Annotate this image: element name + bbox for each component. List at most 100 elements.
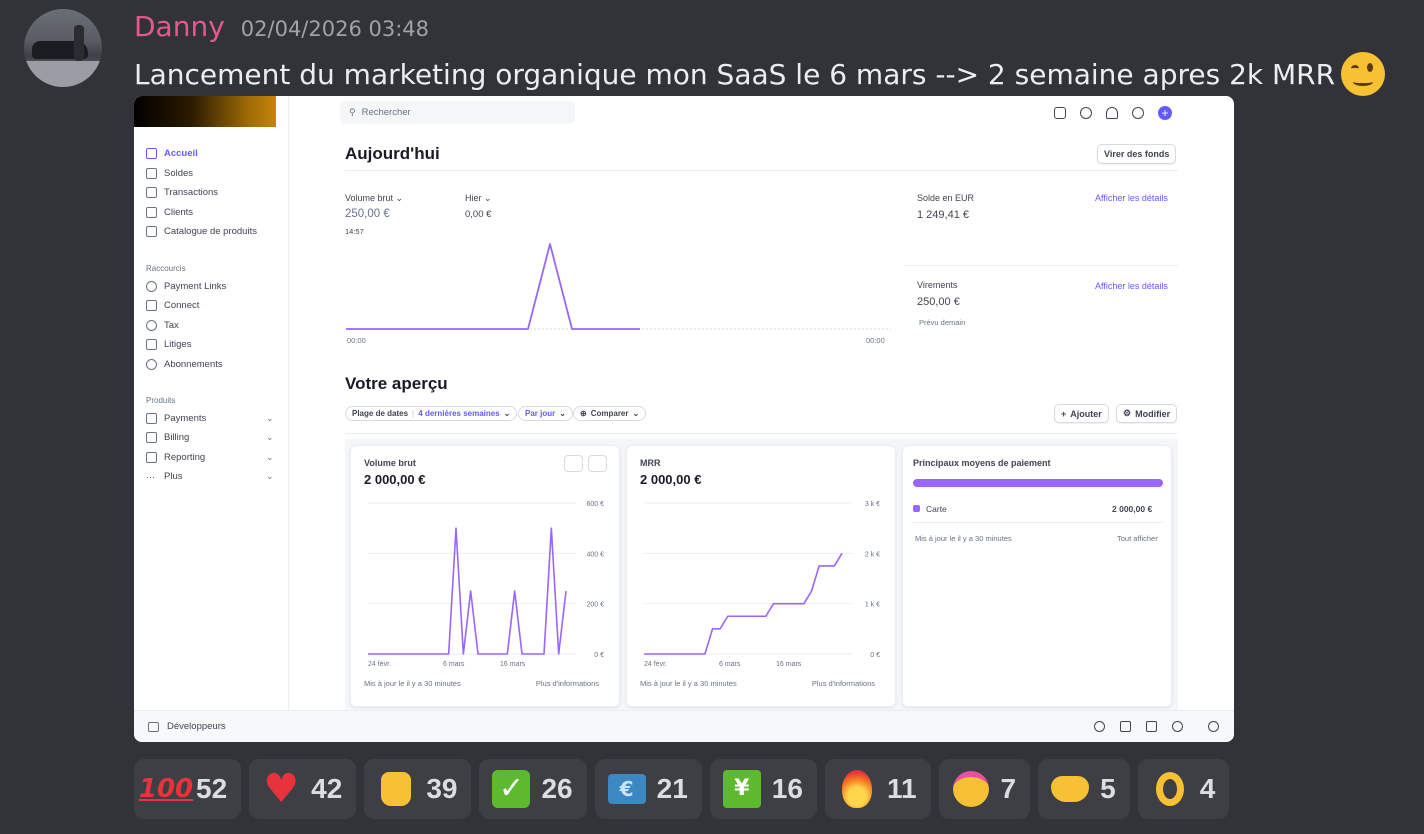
sidebar-item-label: Accueil [164, 148, 198, 159]
reaction-party[interactable]: 7 [938, 759, 1031, 819]
share-icon[interactable] [564, 455, 583, 472]
clock-icon [146, 320, 157, 331]
explore-icon[interactable] [588, 455, 607, 472]
username[interactable]: Danny [134, 10, 225, 43]
sidebar-item-clients[interactable]: Clients [146, 207, 193, 218]
sidebar: Accueil Soldes Transactions Clients Cata… [134, 96, 289, 710]
add-icon[interactable]: + [1158, 106, 1172, 120]
add-label: Ajouter [1070, 408, 1102, 419]
developers-label: Développeurs [167, 721, 226, 732]
interval-value: Par jour [525, 409, 556, 418]
attachment-image[interactable]: Accueil Soldes Transactions Clients Cata… [134, 96, 1234, 742]
y-tick-label: 200 € [586, 602, 604, 609]
gear-icon[interactable] [1132, 107, 1144, 119]
reaction-heart-hands[interactable]: 5 [1038, 759, 1130, 819]
sidebar-item-plus[interactable]: ··· Plus ⌄ [146, 471, 281, 482]
message-header: Danny 02/04/2026 03:48 [134, 10, 429, 44]
developers-bar[interactable]: Développeurs [134, 710, 1234, 742]
series-line [368, 527, 567, 655]
sidebar-item-transactions[interactable]: Transactions [146, 187, 218, 198]
edit-button[interactable]: ⚙ Modifier [1116, 404, 1178, 423]
payouts-details-link[interactable]: Afficher les détails [1095, 281, 1168, 291]
gross-volume-card[interactable]: Volume brut 2 000,00 € 600 € 400 € 200 € 0 … [350, 445, 620, 707]
sidebar-item-litiges[interactable]: Litiges [146, 339, 191, 350]
card-footer: Mis à jour le il y a 30 minutes [640, 679, 737, 688]
card-title: MRR [640, 458, 661, 468]
chevron-down-icon: ⌄ [559, 409, 566, 418]
help-icon[interactable] [1080, 107, 1092, 119]
card-value: 2 000,00 € [640, 472, 702, 487]
yesterday-value: 0,00 € [465, 209, 492, 220]
add-widget-button[interactable]: + Ajouter [1054, 404, 1109, 423]
view-all-link[interactable]: Tout afficher [1117, 534, 1158, 543]
yesterday-select[interactable]: Hier ⌄ [465, 193, 492, 203]
reaction-check[interactable]: ✓ 26 [479, 759, 587, 819]
card-title: Principaux moyens de paiement [913, 458, 1051, 468]
reaction-count: 26 [541, 773, 573, 804]
reaction-ok-hand[interactable]: 4 [1137, 759, 1230, 819]
sidebar-item-connect[interactable]: Connect [146, 300, 199, 311]
reaction-yen-chart[interactable]: ¥16 [709, 759, 817, 819]
today-axis-start: 00:00 [347, 336, 366, 345]
gross-volume-chart: 600 € 400 € 200 € 0 € 24 févr. 6 mars 16 mars [368, 501, 604, 668]
reaction-fire[interactable]: 11 [824, 759, 931, 819]
sidebar-item-reporting[interactable]: Reporting ⌄ [146, 452, 281, 463]
section-produits: Produits [146, 396, 176, 405]
gross-volume-select[interactable]: Volume brut ⌄ [345, 193, 404, 203]
mrr-card[interactable]: MRR 2 000,00 € 3 k € 2 k € 1 k € 0 € 24 févr… [626, 445, 896, 707]
sidebar-item-soldes[interactable]: Soldes [146, 168, 193, 179]
x-tick-label: 16 mars [500, 661, 526, 668]
partying-face-icon [951, 769, 991, 809]
series-line [346, 243, 640, 330]
divider [345, 433, 1178, 434]
x-tick-label: 24 févr. [368, 661, 391, 668]
reactions-bar: 100 52 ♥ 42 39 ✓ 26 €21 ¥16 11 7 5 4 [134, 759, 1230, 819]
sidebar-item-accueil[interactable]: Accueil [146, 148, 198, 159]
reaction-count: 7 [1000, 773, 1017, 804]
reaction-euro[interactable]: €21 [594, 759, 702, 819]
bell-icon[interactable] [1106, 107, 1118, 119]
reaction-thumbsup[interactable]: 39 [364, 759, 472, 819]
chevron-down-icon: ⌄ [632, 409, 640, 418]
today-title: Aujourd'hui [345, 144, 440, 163]
transfer-icon [146, 187, 157, 198]
sort-icon[interactable] [1146, 721, 1157, 732]
transfer-funds-button[interactable]: Virer des fonds [1097, 144, 1177, 164]
reaction-count: 4 [1199, 773, 1216, 804]
sidebar-item-label: Catalogue de produits [164, 226, 257, 237]
home-icon [146, 148, 157, 159]
reaction-count: 21 [656, 773, 688, 804]
avatar[interactable] [24, 9, 102, 87]
payouts-note: Prévu demain [919, 318, 966, 327]
interval-filter[interactable]: Par jour ⌄ [518, 406, 573, 421]
reaction-count: 42 [311, 773, 343, 804]
warning-icon[interactable] [1120, 721, 1131, 732]
binoculars-icon[interactable] [1094, 721, 1105, 732]
sidebar-item-tax[interactable]: Tax [146, 320, 179, 331]
more-info-link[interactable]: Plus d'informations [811, 679, 875, 688]
divider [345, 170, 1178, 171]
apps-icon[interactable] [1054, 107, 1066, 119]
chevron-down-icon: ⌄ [266, 413, 274, 423]
gross-volume-time: 14:57 [345, 227, 364, 236]
compare-filter[interactable]: ⊕ Comparer ⌄ [573, 406, 647, 421]
sidebar-item-abonnements[interactable]: Abonnements [146, 359, 223, 370]
sidebar-item-catalogue[interactable]: Catalogue de produits [146, 226, 257, 237]
sidebar-item-billing[interactable]: Billing ⌄ [146, 432, 281, 443]
date-range-filter[interactable]: Plage de dates | 4 dernières semaines ⌄ [345, 406, 518, 421]
hundred-points-icon: 100 [138, 774, 194, 804]
reaction-100[interactable]: 100 52 [134, 759, 242, 819]
reaction-count: 39 [426, 773, 458, 804]
mrr-chart: 3 k € 2 k € 1 k € 0 € 24 févr. 6 mars 16 mars [644, 501, 880, 668]
search-icon: ⚲ [349, 107, 356, 117]
balance-details-link[interactable]: Afficher les détails [1095, 193, 1168, 203]
fire-icon [837, 769, 877, 809]
sidebar-item-payment-links[interactable]: Payment Links [146, 281, 226, 292]
collapse-icon[interactable] [1208, 721, 1219, 732]
more-info-link[interactable]: Plus d'informations [535, 679, 599, 688]
webhook-icon[interactable] [1172, 721, 1183, 732]
reaction-heart[interactable]: ♥ 42 [249, 759, 357, 819]
sidebar-item-payments[interactable]: Payments ⌄ [146, 413, 281, 424]
payment-methods-card[interactable]: Principaux moyens de paiement Carte 2 00… [902, 445, 1172, 707]
search-input[interactable]: ⚲ Rechercher [340, 101, 575, 124]
